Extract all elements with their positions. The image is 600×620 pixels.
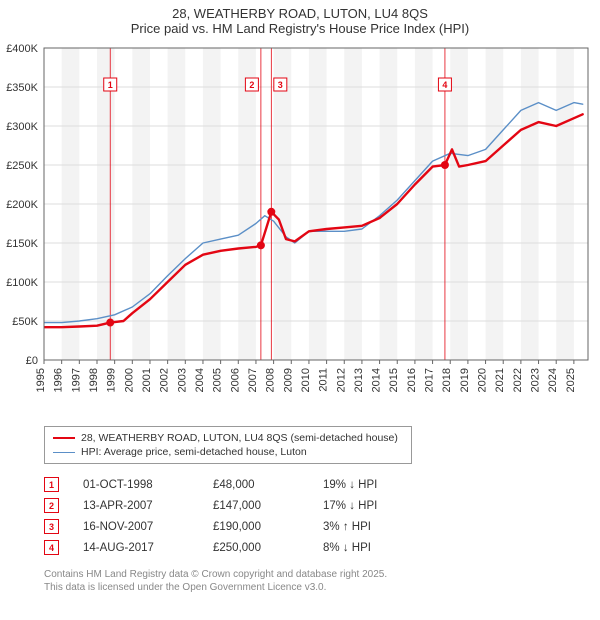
svg-text:2008: 2008	[265, 368, 277, 392]
svg-text:2011: 2011	[318, 368, 330, 392]
svg-text:£150K: £150K	[6, 238, 38, 250]
sale-row: 1 01-OCT-1998£48,00019% ↓ HPI	[44, 474, 600, 495]
svg-text:2022: 2022	[512, 368, 524, 392]
svg-text:1999: 1999	[106, 368, 118, 392]
sale-price: £147,000	[213, 500, 323, 512]
svg-text:2009: 2009	[282, 368, 294, 392]
chart-area: £0 £50K £100K £150K £200K £250K £300K £350K £400…	[0, 40, 600, 420]
svg-text:1997: 1997	[70, 368, 82, 392]
svg-text:£300K: £300K	[6, 121, 38, 133]
svg-text:1996: 1996	[53, 368, 65, 392]
svg-text:1998: 1998	[88, 368, 100, 392]
sales-table: 1 01-OCT-1998£48,00019% ↓ HPI 2 13-APR-2007…	[44, 474, 600, 558]
legend-swatch	[53, 437, 75, 439]
svg-text:2018: 2018	[441, 368, 453, 392]
svg-text:2000: 2000	[123, 368, 135, 392]
sale-marker-icon: 4	[44, 540, 59, 555]
sale-date: 14-AUG-2017	[83, 542, 213, 554]
legend-label: 28, WEATHERBY ROAD, LUTON, LU4 8QS (semi…	[81, 432, 398, 444]
svg-text:£100K: £100K	[6, 277, 38, 289]
svg-text:2013: 2013	[353, 368, 365, 392]
svg-text:2003: 2003	[176, 368, 188, 392]
svg-text:2021: 2021	[494, 368, 506, 392]
svg-text:2012: 2012	[335, 368, 347, 392]
sale-date: 13-APR-2007	[83, 500, 213, 512]
svg-text:2025: 2025	[565, 368, 577, 392]
svg-text:2005: 2005	[212, 368, 224, 392]
svg-text:2006: 2006	[229, 368, 241, 392]
sale-date: 01-OCT-1998	[83, 479, 213, 491]
svg-text:1995: 1995	[35, 368, 47, 392]
svg-text:2004: 2004	[194, 368, 206, 392]
sale-marker-icon: 3	[44, 519, 59, 534]
sale-marker-icon: 2	[44, 498, 59, 513]
svg-text:£250K: £250K	[6, 160, 38, 172]
legend-item: 28, WEATHERBY ROAD, LUTON, LU4 8QS (semi…	[53, 431, 403, 445]
sale-marker-label: 4	[442, 80, 447, 90]
chart-container: { "title": { "line1": "28, WEATHERBY ROA…	[0, 0, 600, 602]
svg-text:£50K: £50K	[12, 316, 38, 328]
sale-marker-label: 3	[278, 80, 283, 90]
sale-marker-icon: 1	[44, 477, 59, 492]
sale-diff: 17% ↓ HPI	[323, 500, 423, 512]
svg-text:2019: 2019	[459, 368, 471, 392]
legend: 28, WEATHERBY ROAD, LUTON, LU4 8QS (semi…	[44, 426, 412, 464]
svg-text:2010: 2010	[300, 368, 312, 392]
svg-text:2024: 2024	[547, 368, 559, 392]
sale-row: 3 16-NOV-2007£190,0003% ↑ HPI	[44, 516, 600, 537]
svg-text:£0: £0	[26, 355, 38, 367]
sale-date: 16-NOV-2007	[83, 521, 213, 533]
sale-diff: 3% ↑ HPI	[323, 521, 423, 533]
legend-item: HPI: Average price, semi-detached house,…	[53, 445, 403, 459]
svg-text:2020: 2020	[477, 368, 489, 392]
chart-title: 28, WEATHERBY ROAD, LUTON, LU4 8QS Price…	[0, 0, 600, 40]
title-line-2: Price paid vs. HM Land Registry's House …	[10, 21, 590, 36]
footer-attribution: Contains HM Land Registry data © Crown c…	[44, 568, 600, 602]
title-line-1: 28, WEATHERBY ROAD, LUTON, LU4 8QS	[10, 6, 590, 21]
sale-diff: 19% ↓ HPI	[323, 479, 423, 491]
svg-text:£400K: £400K	[6, 43, 38, 55]
svg-text:2001: 2001	[141, 368, 153, 392]
svg-text:2002: 2002	[159, 368, 171, 392]
line-chart: £0 £50K £100K £150K £200K £250K £300K £350K £400…	[0, 40, 600, 420]
svg-text:2014: 2014	[371, 368, 383, 392]
sale-marker-label: 1	[108, 80, 113, 90]
svg-text:2017: 2017	[424, 368, 436, 392]
svg-text:2007: 2007	[247, 368, 259, 392]
sale-price: £250,000	[213, 542, 323, 554]
sale-price: £190,000	[213, 521, 323, 533]
sale-row: 2 13-APR-2007£147,00017% ↓ HPI	[44, 495, 600, 516]
sale-marker-label: 2	[249, 80, 254, 90]
svg-text:2016: 2016	[406, 368, 418, 392]
sale-diff: 8% ↓ HPI	[323, 542, 423, 554]
svg-text:2015: 2015	[388, 368, 400, 392]
legend-swatch	[53, 452, 75, 453]
sale-price: £48,000	[213, 479, 323, 491]
legend-label: HPI: Average price, semi-detached house,…	[81, 446, 307, 458]
footer-line-2: This data is licensed under the Open Gov…	[44, 581, 600, 594]
sale-row: 4 14-AUG-2017£250,0008% ↓ HPI	[44, 537, 600, 558]
footer-line-1: Contains HM Land Registry data © Crown c…	[44, 568, 600, 581]
svg-text:2023: 2023	[530, 368, 542, 392]
svg-text:£200K: £200K	[6, 199, 38, 211]
svg-text:£350K: £350K	[6, 82, 38, 94]
